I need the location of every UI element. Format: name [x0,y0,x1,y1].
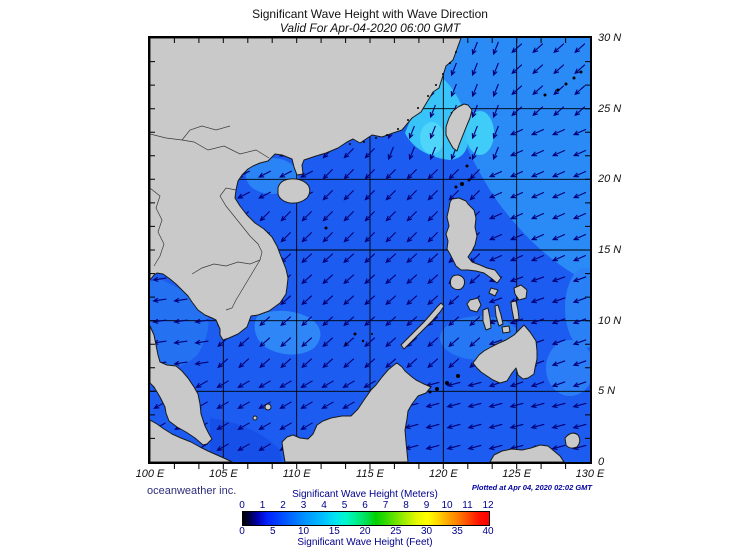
colorbar-tick: 1 [259,500,266,511]
landmass-panay [466,297,482,313]
lat-label: 30 N [598,32,622,44]
colorbar-tick: 6 [362,500,368,511]
landmass-masbate [488,287,499,297]
lat-label: 15 N [598,244,622,256]
colorbar-tick: 30 [420,526,433,537]
wave-band-southwest-dark [210,418,282,462]
landmass-mindoro [449,274,466,291]
landmass-borneo [281,362,432,462]
lon-label: 115 E [356,468,384,480]
colorbar-tick: 35 [451,526,463,537]
lon-label: 110 E [282,468,311,480]
landmass-malay-peninsula [150,325,213,446]
plotted-timestamp: Plotted at Apr 04, 2020 02:02 GMT [471,483,592,492]
page-title: Significant Wave Height with Wave Direct… [252,7,488,21]
oceanweather-credit: oceanweather inc. [147,485,237,497]
frame-tick-marks [150,38,590,469]
wave-band-northeast-light [380,38,590,283]
landmass-halmahera [564,432,581,449]
colorbar-tick: 8 [403,500,409,511]
wave-band-east-mindanao [546,340,590,396]
colorbar-tick: 25 [390,526,402,537]
landmass-mindanao [472,324,538,384]
land-masses [150,38,581,462]
colorbar-tick: 10 [297,526,310,537]
colorbar-tick: 40 [482,526,494,537]
colorbar-tick: 7 [382,500,389,511]
landmass-cebu [494,304,504,327]
colorbar-feet-ticks: 0 5 10 15 20 25 30 35 40 [239,526,493,537]
wave-band-east-edge [565,268,590,348]
island-speckles [324,51,583,394]
landmass-sumatra [150,419,233,462]
lon-label: 105 E [208,468,238,480]
landmass-luzon [445,197,502,284]
island-natuna [264,403,272,411]
lat-label: 10 N [598,314,622,327]
country-borders [150,125,270,311]
landmass-hainan [277,178,311,204]
colorbar-tick: 0 [239,500,245,511]
colorbar-tick: 2 [280,500,286,511]
landmass-negros [482,307,492,331]
lat-label: 5 N [598,385,616,398]
lat-label: 0 [598,456,605,468]
wave-band-east-taiwan-cyan [466,111,494,155]
valid-time-subtitle: Valid For Apr-04-2020 06:00 GMT [279,21,461,35]
lon-label: 130 E [575,468,605,480]
colorbar-tick: 0 [239,526,245,537]
landmass-bohol [501,325,511,334]
lon-label: 100 E [135,468,165,480]
colorbar-tick: 20 [359,526,371,537]
landmass-sulawesi-north [489,444,565,462]
lon-label: 125 E [502,468,532,480]
colorbar-tick: 11 [462,500,473,511]
colorbar-tick: 12 [482,500,494,511]
lat-label: 25 N [598,102,622,115]
colorbar-title-feet: Significant Wave Height (Feet) [297,537,433,548]
colorbar-title-meters: Significant Wave Height (Meters) [292,489,438,500]
colorbar-tick: 5 [269,526,276,537]
colorbar-tick: 4 [321,500,327,511]
landmass-palawan [400,302,445,350]
landmass-samar [513,284,528,301]
lat-axis: 30 N 25 N 20 N 15 N 10 N 5 N 0 [598,32,648,468]
map-svg [150,38,590,469]
wave-band-west-taiwan-cyan [420,122,444,154]
landmass-leyte [510,300,520,321]
landmass-asia-mainland [150,38,462,341]
island-anambas [252,415,258,421]
colorbar-tick: 5 [341,500,348,511]
landmass-taiwan [445,103,473,152]
colorbar-tick: 10 [441,500,453,511]
lat-label: 20 N [598,173,622,186]
map-frame [148,36,592,469]
lon-axis: 100 E 105 E 110 E 115 E 120 E 125 E 130 E [136,468,605,482]
colorbar-tick: 15 [328,526,340,537]
colorbar-gradient [242,511,490,526]
lon-label: 120 E [428,468,458,480]
colorbar-meters-ticks: 0 1 2 3 4 5 6 7 8 9 10 11 12 [239,500,493,511]
colorbar-tick: 3 [300,500,307,511]
colorbar-tick: 9 [423,500,430,511]
